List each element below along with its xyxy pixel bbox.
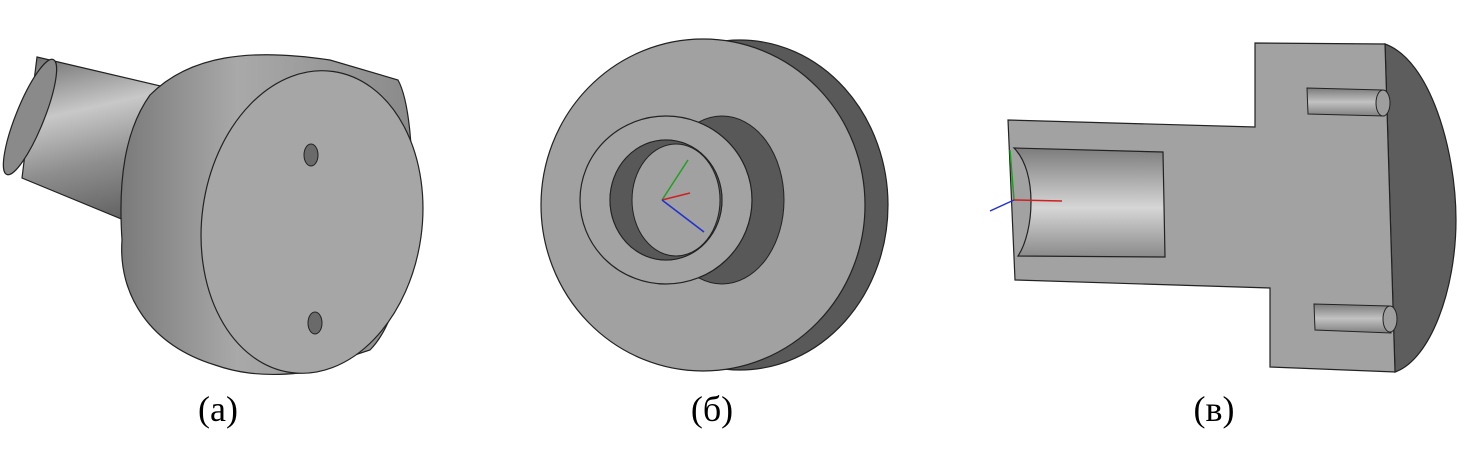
body-front-face [200,70,424,374]
pin-bottom [1313,303,1392,334]
bore-inner-face [631,143,721,257]
shaft-end-face [2,58,58,176]
panel-b-front-view [540,38,889,372]
pin-bottom-end [1382,305,1398,333]
panel-a-isometric-part [2,54,424,375]
panel-c-section-view [989,42,1457,373]
axis-x-indicator [1013,199,1063,202]
pin-top-end [1375,89,1391,117]
caption-a: (а) [198,389,238,429]
axis-y-indicator [1009,149,1015,201]
axis-z-indicator [661,199,705,233]
hole-bottom [307,311,323,335]
caption-b: (б) [690,389,734,429]
flange-rounded-side [1384,43,1457,373]
axis-x-indicator [661,192,691,201]
caption-c: (в) [1193,389,1235,429]
axis-z-indicator [989,199,1015,212]
pin-top [1306,87,1385,117]
bore-cutaway [1012,147,1166,258]
section-body [1007,42,1396,373]
hole-top [303,143,319,167]
axis-y-indicator [661,159,689,201]
